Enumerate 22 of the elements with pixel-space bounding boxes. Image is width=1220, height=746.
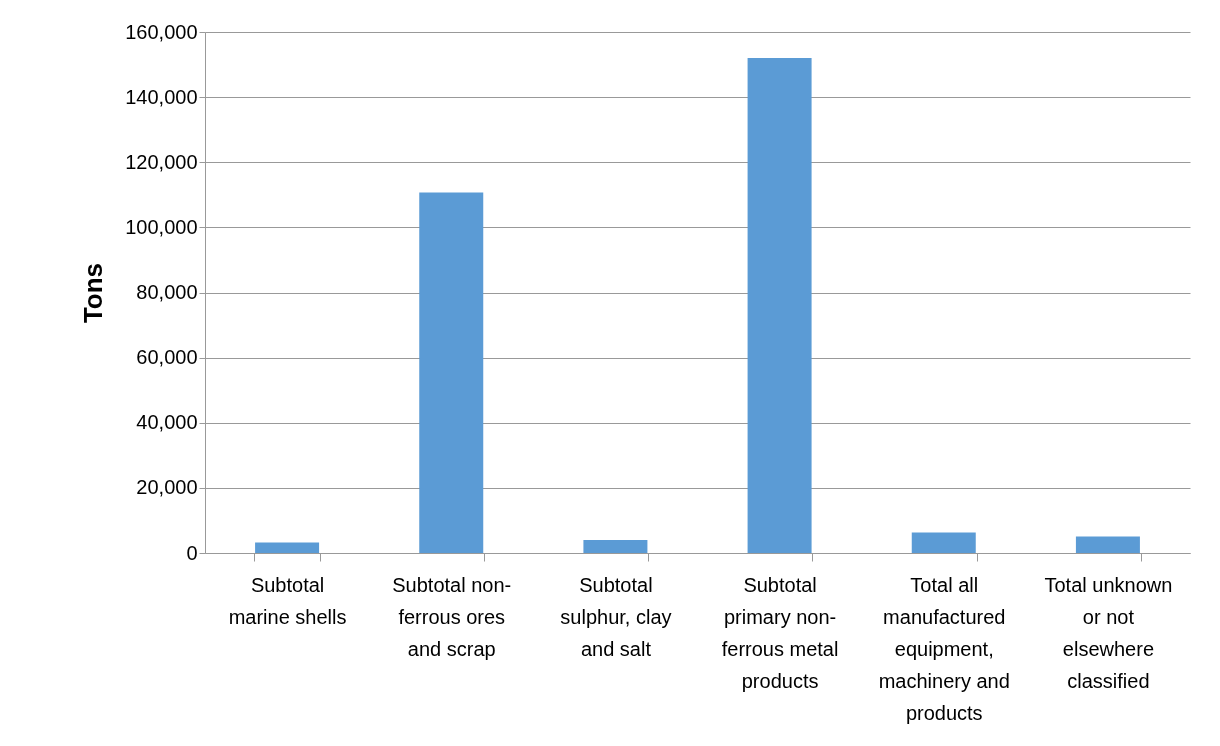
bar bbox=[583, 539, 648, 553]
y-tick-label: 40,000 bbox=[136, 411, 198, 434]
x-tick-label: Subtotal sulphur, clay and salt bbox=[560, 573, 672, 660]
bar bbox=[255, 542, 320, 553]
y-tick-label: 80,000 bbox=[136, 281, 198, 303]
y-tick-label: 0 bbox=[186, 541, 198, 564]
y-tick-label: 60,000 bbox=[136, 346, 198, 369]
y-tick-label: 120,000 bbox=[125, 150, 198, 173]
bar bbox=[747, 58, 812, 553]
bar bbox=[419, 192, 484, 553]
bar bbox=[1075, 536, 1140, 553]
y-tick-label: 160,000 bbox=[125, 20, 198, 43]
x-tick-label: Total unknown or not elsewhere classified bbox=[1044, 573, 1173, 692]
y-tick-label: 140,000 bbox=[125, 85, 198, 108]
x-tick-label: Subtotal non- ferrous ores and scrap bbox=[392, 573, 512, 660]
x-tick-label: Subtotal marine shells bbox=[228, 573, 347, 628]
y-tick-label: 100,000 bbox=[125, 215, 198, 238]
x-tick-label: Subtotal primary non- ferrous metal products bbox=[721, 573, 839, 692]
y-axis-title: Tons bbox=[78, 262, 109, 324]
bar bbox=[911, 532, 976, 553]
x-tick-label: Total all manufactured equipment, machinery and products bbox=[878, 573, 1010, 724]
y-tick-label: 20,000 bbox=[136, 476, 198, 499]
